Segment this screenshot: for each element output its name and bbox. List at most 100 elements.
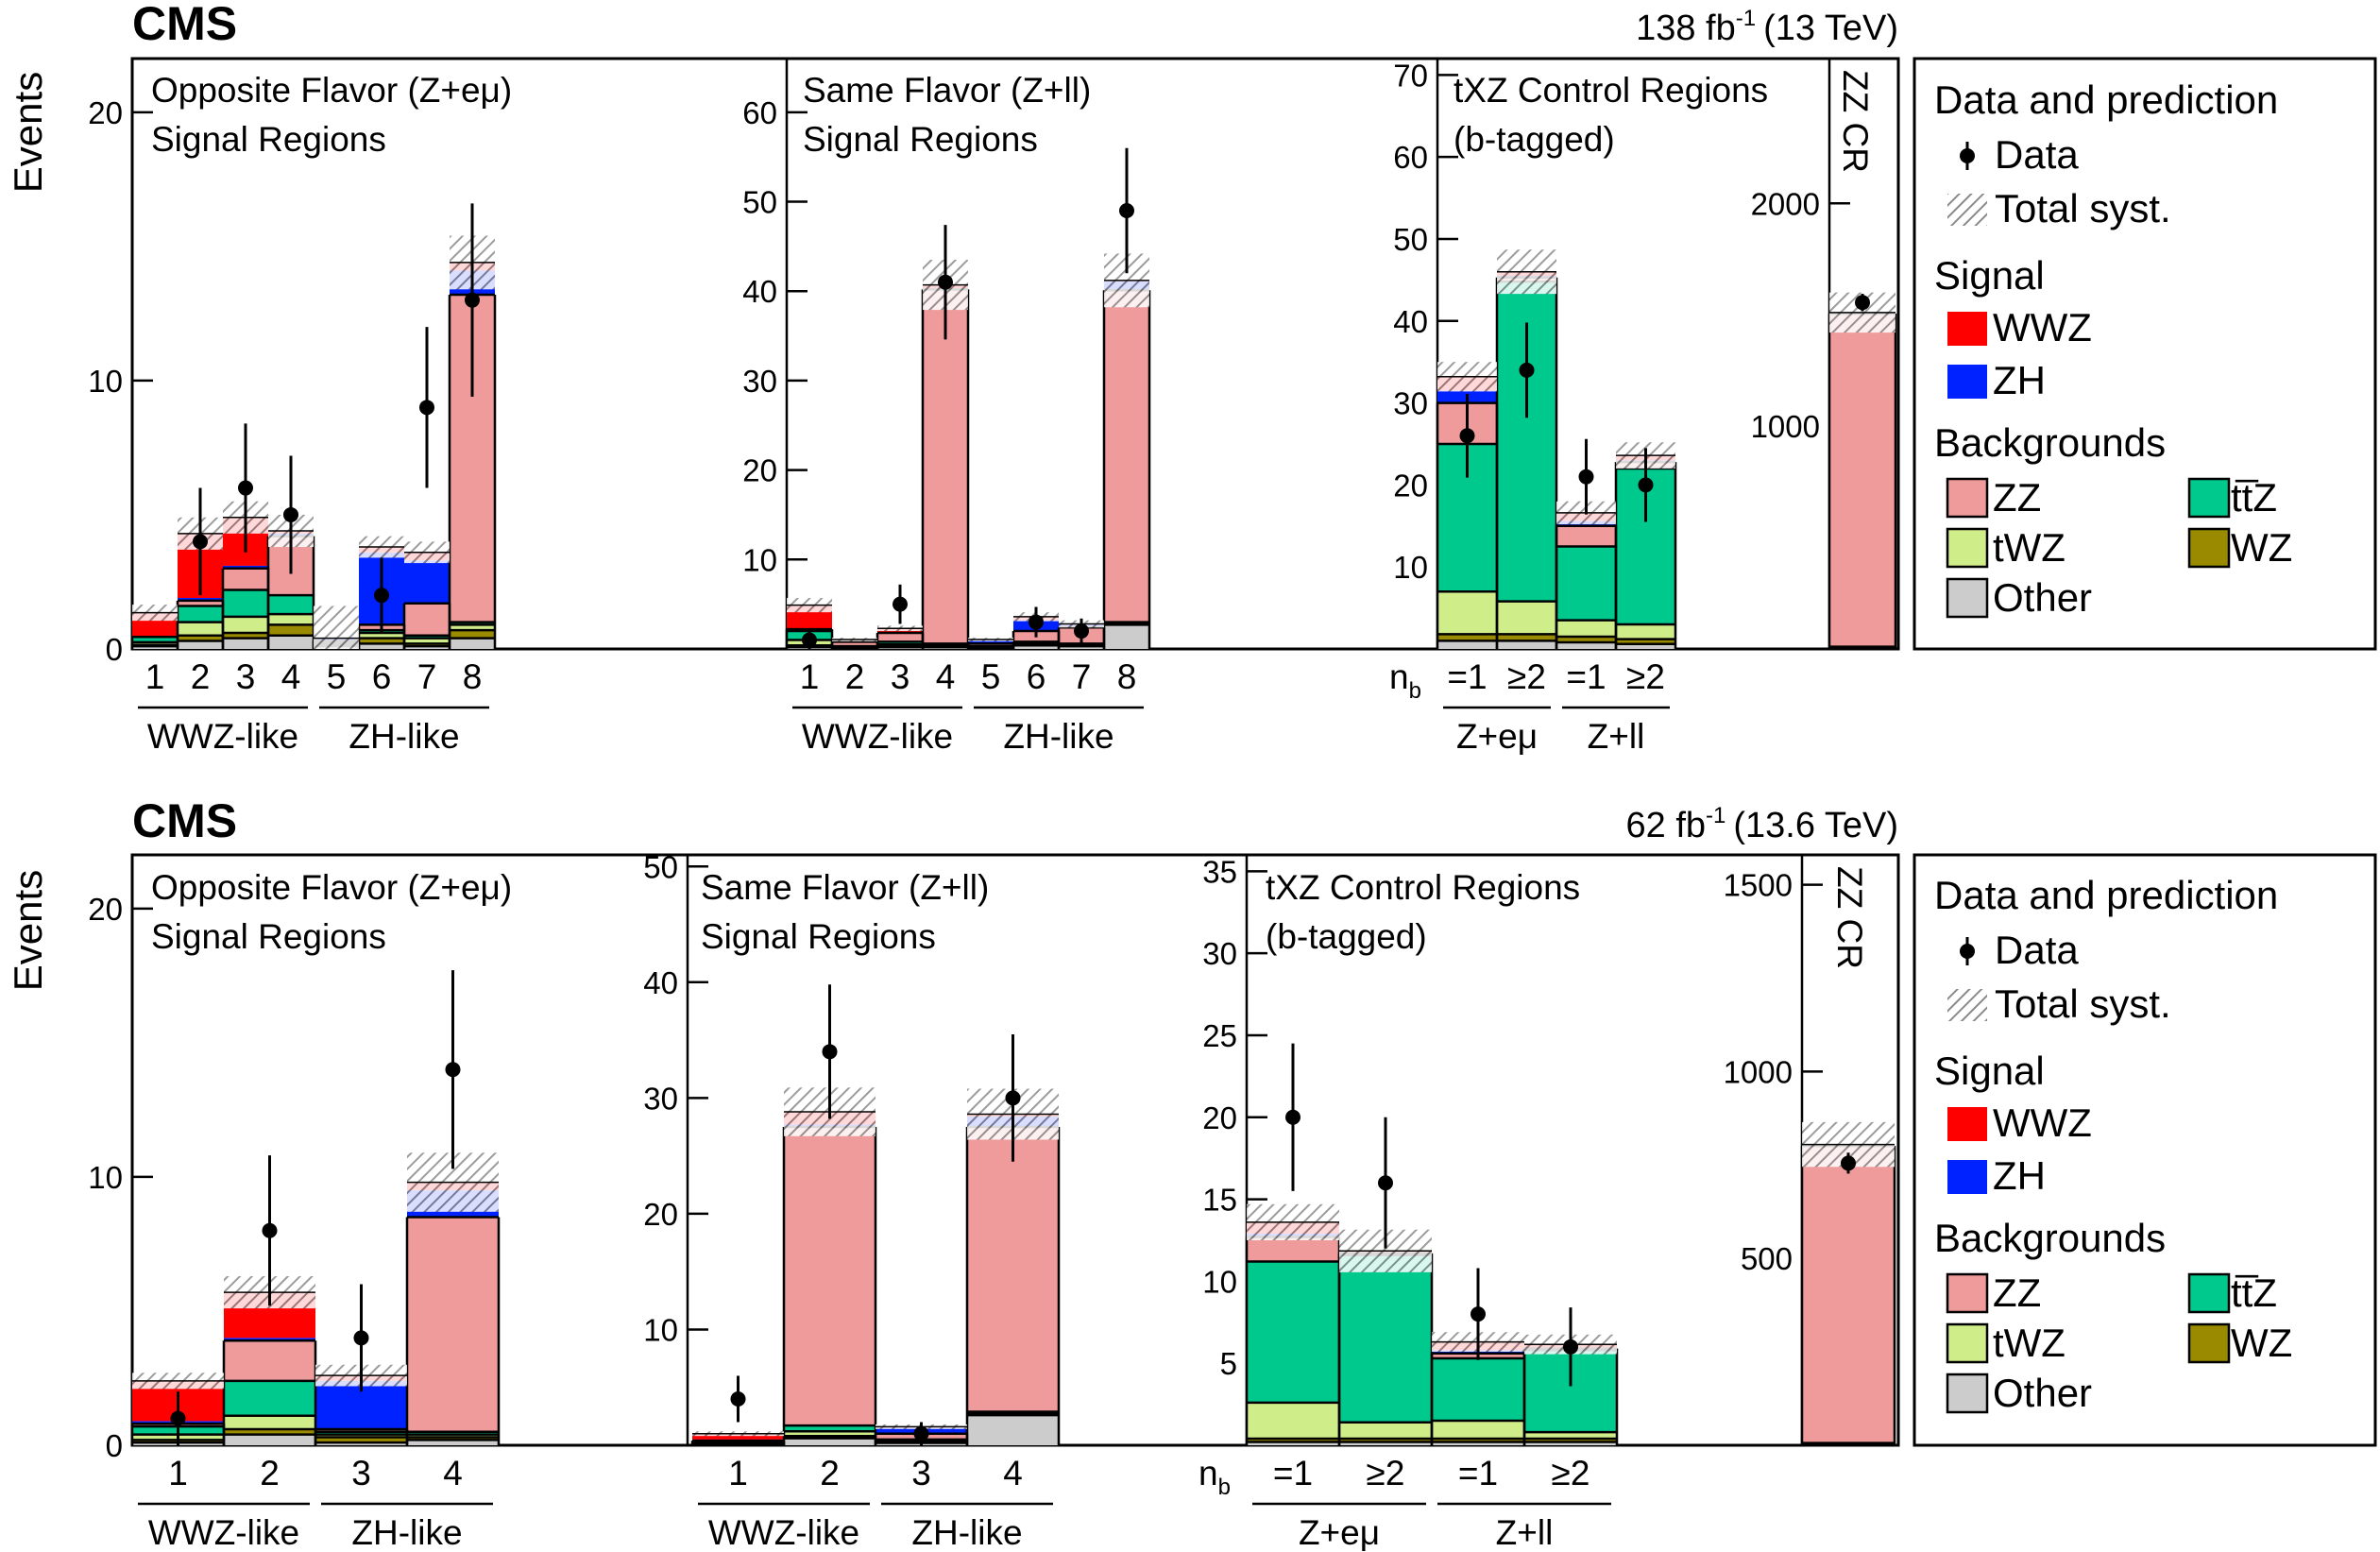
data-point [238,480,253,496]
bar-segment-twz [404,638,450,644]
y-tick-label: 500 [1741,1241,1793,1276]
zz-swatch-icon [1946,1272,1989,1314]
x-category-label: 4 [443,1454,463,1492]
wz-swatch-icon [2187,527,2231,569]
bar-segment-wz [315,1437,407,1443]
y-tick-label: 1000 [1724,1054,1793,1089]
y-tick-label: 20 [88,95,123,130]
group-label: WWZ-like [148,1513,299,1552]
syst-band [314,605,359,649]
bar-segment-wz [1497,634,1556,641]
bar-segment-wz [178,635,223,641]
panel-title-line2: (b-tagged) [1266,917,1427,956]
svg-text:WZ: WZ [2231,525,2292,570]
legend-title: Data and prediction [1934,873,2278,917]
data-point [730,1390,746,1407]
legend-zz: ZZ [1946,1271,2041,1315]
y-tick-label: 40 [643,965,678,1000]
data-point [1563,1339,1578,1355]
panel-opposite-flavor: Opposite Flavor (Z+eμ) Signal Regions 01… [88,71,512,756]
bar-segment-zz [1556,525,1616,547]
bar-segment-zh [404,560,450,604]
x-category-label: ≥2 [1552,1454,1590,1492]
bottom-figure: CMS 62 fb-1 (13.6 TeV) Events Opposite Fl… [6,794,2377,1552]
panel-zz-cr: ZZ CR 500 1000 1500 [1724,855,1896,1446]
bar-segment-ttz [178,605,223,623]
data-point [193,534,208,550]
y-axis-label: Events [6,870,50,991]
x-category-label: 1 [728,1454,748,1492]
y-tick-label: 50 [1393,222,1428,257]
legend-data-entry: Data [1960,132,2079,177]
x-category-label: =1 [1273,1454,1313,1492]
panel-opposite-flavor: Opposite Flavor (Z+eμ) Signal Regions 01… [88,868,512,1552]
x-category-label: 3 [911,1454,931,1492]
legend-zh: ZH [1947,358,2046,402]
wz-swatch-icon [2187,1322,2231,1364]
bar-segment-other [1437,640,1497,649]
legend-twz: tWZ [1946,1321,2066,1365]
panel-title-line2: (b-tagged) [1454,120,1615,159]
other-swatch-icon [1946,577,1989,619]
group-label: Z+ll [1588,717,1645,756]
panel-same-flavor: Same Flavor (Z+ll) Signal Regions 10 20 30… [643,849,1061,1552]
bar-segment-other [1339,1441,1432,1445]
x-category-label: =1 [1566,657,1606,696]
svg-text:ZH: ZH [1993,1153,2046,1198]
bar-segment-ttz [268,595,314,615]
bar-segment-twz [224,1415,315,1429]
data-point [1459,428,1475,444]
x-category-label: 4 [281,657,301,696]
svg-text:ZZ: ZZ [1993,475,2041,520]
bar-segment-zz [315,1428,407,1432]
y-tick-label: 20 [643,1197,678,1232]
bar-segment-other [224,1434,315,1445]
data-point [1285,1109,1300,1125]
y-axis-label: Events [6,72,50,193]
bar-segment-wz [404,643,450,647]
panel-title-vertical: ZZ CR [1830,866,1869,969]
group-label: Z+eμ [1456,717,1538,756]
experiment-label: CMS [132,794,237,847]
data-point [445,1062,461,1078]
group-label: WWZ-like [708,1513,859,1552]
x-category-label: 1 [145,657,165,696]
bar-segment-other [178,640,223,649]
bar-segment-zz [224,1340,315,1381]
legend-syst-entry: Total syst. [1947,981,2171,1026]
zh-swatch-icon [1947,365,1987,399]
bar-segment-twz [1432,1420,1524,1440]
legend-signal-header: Signal [1934,1049,2045,1093]
bar-segment-twz [223,616,268,633]
bar-segment-other [404,646,450,649]
legend-wwz: WWZ [1947,1100,2092,1145]
legend-background-header: Backgrounds [1934,420,2166,465]
x-category-label: ≥2 [1367,1454,1405,1492]
legend-other: Other [1946,1371,2092,1415]
legend: Data and prediction Data Total syst. Sig… [1912,57,2377,651]
bar-segment-ttz [1247,1261,1339,1403]
panel-txz-control: tXZ Control Regions (b-tagged) 10 20 30 40 5… [1389,58,1768,756]
data-point [1005,1090,1021,1106]
bar-segment-other [1524,1441,1617,1445]
panel-zz-cr: ZZ CR 1000 2000 [1751,59,1897,650]
bar-segment-twz [1437,591,1497,635]
data-point [1074,623,1089,640]
bar-segment-other [268,635,314,649]
data-point [262,1222,278,1238]
svg-text:WWZ: WWZ [1993,305,2092,350]
x-category-label: 2 [260,1454,280,1492]
panel-title-line2: Signal Regions [151,120,386,159]
bar-segment-zz [784,1126,876,1426]
bar-segment-ttz [404,635,450,639]
bar-segment-twz [450,624,495,631]
y-tick-label: 40 [1393,304,1428,339]
bar-segment-zh [968,640,1013,644]
y-tick-label: 2000 [1751,186,1820,221]
bar-segment-twz [1339,1422,1432,1440]
data-point [465,292,480,308]
bar-segment-zz [1104,290,1149,623]
panel-same-flavor: Same Flavor (Z+ll) Signal Regions 10 20 30… [742,59,1151,756]
bar-segment-wz [1437,634,1497,641]
